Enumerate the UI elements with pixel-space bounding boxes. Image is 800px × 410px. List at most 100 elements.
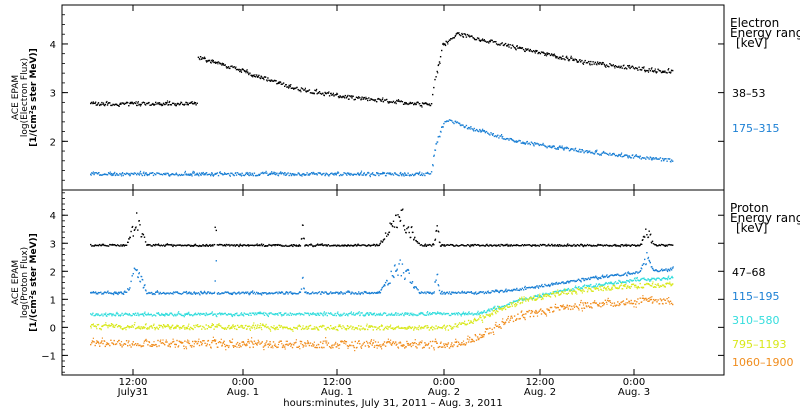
proton-point: [285, 312, 287, 314]
proton-point: [96, 324, 99, 326]
electron-point: [670, 161, 672, 163]
proton-point: [661, 270, 664, 272]
electron-point: [550, 53, 553, 55]
electron-point: [266, 172, 268, 174]
proton-point: [641, 264, 644, 266]
proton-point: [465, 245, 468, 247]
proton-point: [492, 307, 494, 309]
electron-point: [309, 92, 312, 94]
proton-point: [114, 324, 117, 327]
proton-point: [416, 328, 418, 330]
proton-point: [624, 272, 627, 274]
proton-point: [136, 269, 138, 271]
proton-point: [299, 325, 302, 328]
proton-point: [535, 245, 537, 247]
electron-point: [359, 173, 361, 175]
proton-point: [522, 289, 525, 291]
proton-point: [443, 324, 445, 326]
electron-point: [527, 48, 529, 50]
electron-point: [595, 151, 598, 153]
proton-point: [326, 314, 328, 317]
electron-point: [213, 61, 215, 64]
electron-point: [458, 34, 461, 36]
electron-point: [327, 174, 330, 176]
proton-point: [113, 339, 115, 342]
electron-point: [571, 57, 573, 59]
electron-point: [460, 124, 462, 127]
proton-point: [270, 330, 272, 332]
proton-point: [112, 313, 114, 315]
proton-point: [458, 292, 461, 294]
electron-point: [615, 66, 618, 68]
proton-point: [105, 322, 107, 324]
electron-point: [142, 172, 145, 174]
electron-point: [659, 70, 661, 72]
electron-point: [322, 92, 324, 94]
electron-point: [402, 174, 405, 176]
proton-point: [165, 313, 167, 316]
proton-point: [630, 285, 632, 288]
proton-point: [182, 341, 184, 344]
proton-point: [165, 243, 167, 245]
proton-point: [411, 281, 414, 283]
electron-point: [655, 157, 657, 159]
electron-point: [405, 102, 407, 104]
electron-point: [591, 63, 593, 66]
electron-point: [390, 173, 392, 176]
proton-point: [274, 245, 276, 247]
proton-point: [184, 313, 186, 315]
proton-point: [265, 292, 267, 294]
proton-point: [373, 244, 376, 246]
proton-point: [529, 244, 531, 247]
electron-point: [452, 121, 454, 124]
electron-point: [403, 103, 405, 105]
proton-point: [490, 244, 492, 246]
proton-point: [267, 314, 269, 317]
proton-point: [628, 286, 631, 288]
proton-point: [183, 345, 185, 347]
proton-point: [212, 336, 214, 338]
electron-point: [235, 172, 237, 174]
proton-point: [470, 320, 472, 322]
proton-point: [571, 280, 573, 282]
proton-point: [441, 312, 443, 315]
proton-point: [495, 310, 498, 312]
electron-point: [256, 174, 258, 177]
electron-point: [662, 71, 664, 73]
electron-point: [280, 81, 282, 83]
proton-point: [209, 244, 211, 246]
proton-point: [131, 314, 133, 317]
proton-point: [224, 345, 226, 348]
electron-point: [395, 103, 397, 105]
proton-point: [606, 289, 608, 291]
electron-point: [646, 156, 648, 158]
electron-point: [253, 75, 256, 77]
proton-point: [188, 323, 190, 325]
electron-point: [645, 70, 647, 72]
proton-point: [216, 326, 219, 328]
proton-point: [428, 329, 431, 331]
proton-point: [193, 324, 195, 327]
proton-point: [165, 293, 167, 295]
proton-point: [116, 341, 119, 343]
proton-point: [169, 326, 171, 329]
proton-point: [147, 292, 149, 295]
proton-point: [672, 244, 674, 246]
proton-point: [172, 293, 174, 295]
electron-point: [672, 160, 674, 162]
proton-point: [321, 312, 323, 315]
proton-point: [242, 245, 244, 247]
proton-point: [110, 244, 112, 246]
electron-point: [288, 84, 290, 87]
proton-point: [661, 268, 663, 270]
electron-point: [570, 55, 572, 57]
proton-point: [548, 295, 550, 297]
proton-point: [96, 244, 99, 247]
electron-point: [596, 153, 599, 155]
proton-point: [164, 245, 166, 247]
electron-point: [579, 59, 581, 61]
proton-point: [138, 325, 140, 328]
electron-point: [287, 86, 289, 88]
proton-point: [434, 281, 437, 283]
electron-point: [601, 63, 603, 65]
